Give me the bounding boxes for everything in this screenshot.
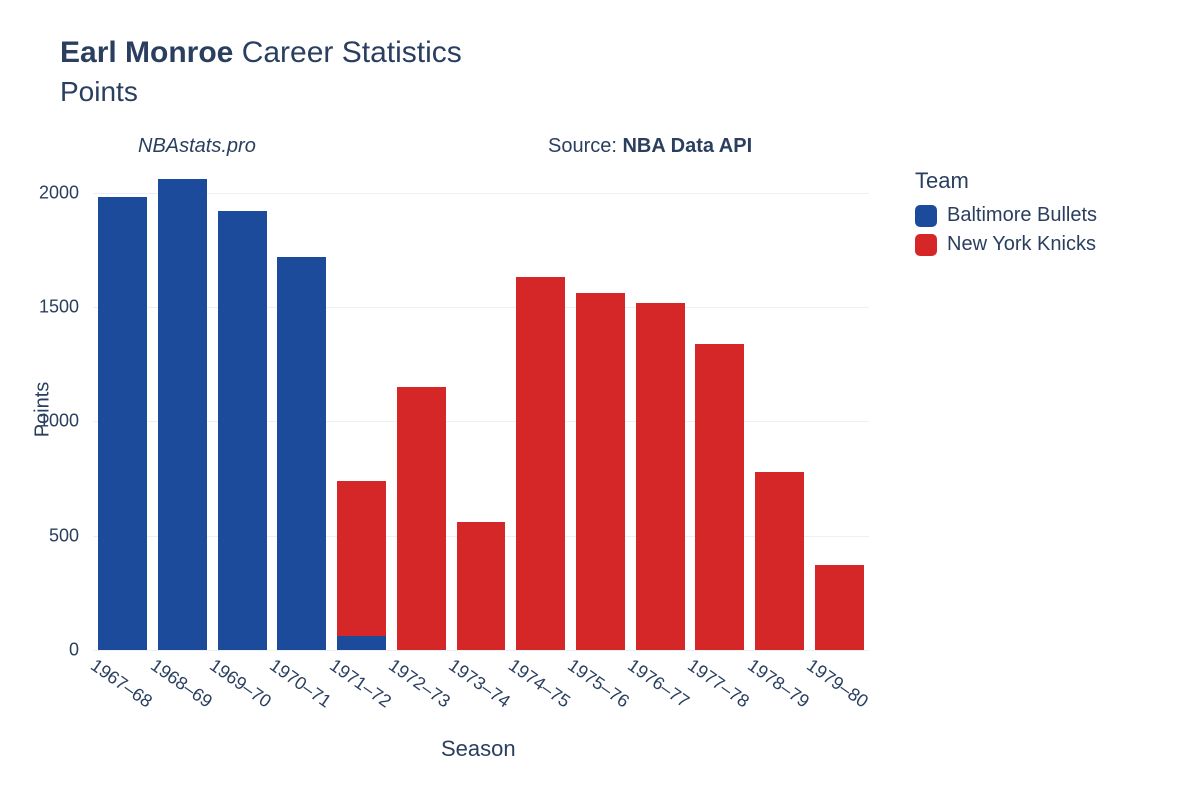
x-tick-label: 1967–68: [86, 650, 159, 712]
bar-bal: [218, 211, 267, 650]
x-tick-label: 1975–76: [564, 650, 637, 712]
bar-nyk: [755, 472, 804, 650]
legend-title: Team: [915, 168, 1097, 194]
bar-nyk: [457, 522, 506, 650]
gridline: [93, 307, 869, 308]
bar-nyk: [576, 293, 625, 650]
y-tick-label: 2000: [39, 182, 93, 203]
source-value: NBA Data API: [622, 135, 752, 157]
bar-bal: [98, 197, 147, 650]
gridline: [93, 193, 869, 194]
x-tick-label: 1979–80: [803, 650, 876, 712]
x-tick-label: 1976–77: [624, 650, 697, 712]
bar-bal: [158, 179, 207, 650]
legend: Team Baltimore Bullets New York Knicks: [915, 168, 1097, 262]
legend-swatch: [915, 205, 937, 227]
bar-nyk: [695, 344, 744, 650]
y-tick-label: 0: [69, 640, 93, 661]
x-tick-label: 1968–69: [146, 650, 219, 712]
source-attribution: Source: NBA Data API: [548, 135, 752, 158]
x-axis-title: Season: [441, 736, 516, 762]
legend-label: New York Knicks: [947, 233, 1096, 256]
x-tick-label: 1977–78: [683, 650, 756, 712]
chart-title-bold: Earl Monroe: [60, 36, 233, 69]
x-tick-label: 1974–75: [504, 650, 577, 712]
bar-bal: [337, 636, 386, 650]
source-label: Source:: [548, 135, 622, 157]
gridline: [93, 650, 869, 651]
bar-nyk: [397, 387, 446, 650]
chart-title-rest: Career Statistics: [233, 36, 461, 69]
x-tick-label: 1972–73: [385, 650, 458, 712]
y-axis-title: Points: [31, 382, 54, 438]
gridline: [93, 421, 869, 422]
chart-title: Earl Monroe Career Statistics: [60, 36, 462, 70]
bar-nyk: [815, 565, 864, 650]
x-tick-label: 1970–71: [266, 650, 339, 712]
x-tick-label: 1978–79: [743, 650, 816, 712]
bar-nyk: [636, 303, 685, 650]
x-tick-label: 1973–74: [445, 650, 518, 712]
career-points-chart: 05001000150020001967–681968–691969–70197…: [93, 170, 869, 650]
plot-area: 05001000150020001967–681968–691969–70197…: [93, 170, 869, 650]
y-tick-label: 1500: [39, 297, 93, 318]
bar-bal: [277, 257, 326, 650]
y-tick-label: 500: [49, 525, 93, 546]
x-tick-label: 1971–72: [325, 650, 398, 712]
bar-nyk: [337, 481, 386, 636]
x-tick-label: 1969–70: [206, 650, 279, 712]
chart-subtitle: Points: [60, 76, 138, 108]
legend-item: New York Knicks: [915, 233, 1097, 256]
watermark-text: NBAstats.pro: [138, 135, 256, 158]
bar-nyk: [516, 277, 565, 650]
legend-item: Baltimore Bullets: [915, 204, 1097, 227]
legend-label: Baltimore Bullets: [947, 204, 1097, 227]
legend-swatch: [915, 234, 937, 256]
